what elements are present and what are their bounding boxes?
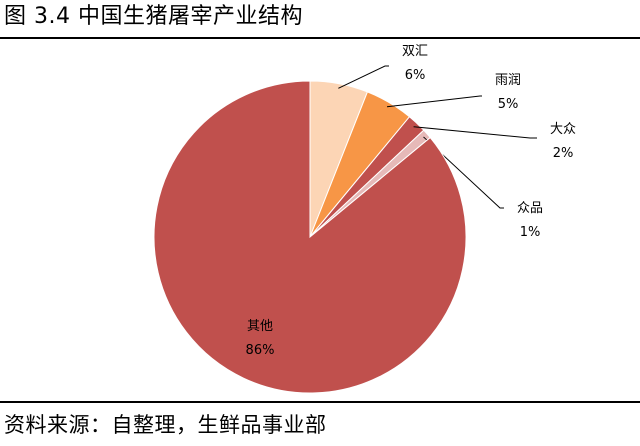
slice-value-label-1: 5%: [498, 97, 519, 112]
figure-title: 图 3.4 中国生猪屠宰产业结构: [4, 4, 303, 29]
leader-line-2: [413, 126, 537, 139]
slice-name-label-4: 其他: [247, 319, 273, 334]
leader-line-3: [423, 136, 504, 209]
pie-slice-4: [153, 80, 467, 394]
slice-name-label-2: 大众: [550, 122, 576, 137]
source-note: 资料来源：自整理，生鲜品事业部: [4, 413, 327, 437]
bottom-divider: [0, 401, 640, 403]
slice-value-label-0: 6%: [405, 68, 426, 83]
leader-line-0: [338, 65, 389, 89]
slice-value-label-2: 2%: [553, 146, 574, 161]
slice-value-label-3: 1%: [520, 225, 541, 240]
slice-name-label-0: 双汇: [402, 44, 428, 59]
slice-name-label-1: 雨润: [495, 73, 521, 88]
slice-value-label-4: 86%: [246, 343, 275, 358]
leader-line-1: [386, 95, 482, 108]
slice-name-label-3: 众品: [517, 201, 543, 216]
top-divider: [0, 37, 640, 39]
